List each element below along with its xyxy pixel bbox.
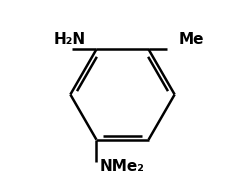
Text: Me: Me [178,32,204,47]
Text: H₂N: H₂N [54,32,86,47]
Text: NMe₂: NMe₂ [100,159,145,174]
